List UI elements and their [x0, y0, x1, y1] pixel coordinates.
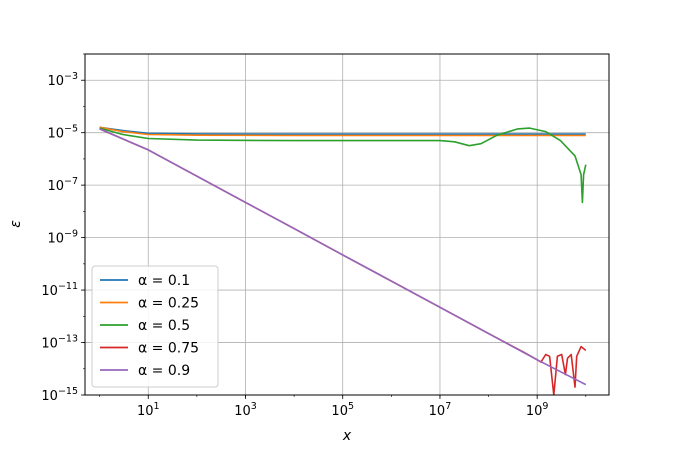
- legend-label: α = 0.5: [138, 318, 190, 334]
- x-axis-ticks: 101 103 105 107 109: [99, 395, 587, 419]
- x-axis-label: x: [342, 428, 352, 444]
- tick-base: 10: [41, 284, 58, 299]
- legend-box: [91, 265, 219, 388]
- tick-base: 10: [47, 74, 64, 89]
- legend-label: α = 0.9: [138, 363, 190, 379]
- tick-exponent: −11: [58, 281, 78, 292]
- y-axis-label: ε: [8, 220, 24, 228]
- tick-base: 10: [47, 179, 64, 194]
- tick-exponent: 5: [348, 401, 354, 412]
- tick-exponent: −5: [64, 124, 78, 135]
- x-tick-label: 101: [137, 401, 160, 419]
- x-tick-label: 103: [234, 401, 257, 419]
- tick-base: 10: [41, 337, 58, 352]
- y-tick-label: 10−9: [47, 229, 78, 247]
- tick-base: 10: [137, 404, 154, 419]
- y-tick-label: 10−15: [41, 386, 78, 404]
- tick-base: 10: [47, 127, 64, 142]
- tick-exponent: 3: [251, 401, 257, 412]
- tick-exponent: −3: [64, 71, 78, 82]
- x-tick-label: 105: [331, 401, 354, 419]
- x-tick-label: 109: [526, 401, 549, 419]
- tick-exponent: −13: [58, 334, 78, 345]
- tick-base: 10: [47, 232, 64, 247]
- legend-label: α = 0.1: [138, 273, 190, 289]
- tick-base: 10: [234, 404, 251, 419]
- x-tick-label: 107: [429, 401, 452, 419]
- tick-exponent: −9: [64, 229, 78, 240]
- series-line-2: [99, 126, 586, 137]
- series-lines: [99, 126, 587, 395]
- y-tick-label: 10−7: [47, 176, 78, 194]
- series-line-1: [99, 126, 586, 135]
- series-line-5: [99, 128, 587, 386]
- y-tick-label: 10−13: [41, 334, 78, 352]
- legend: α = 0.1 α = 0.25 α = 0.5 α = 0.75 α = 0.9: [91, 265, 219, 388]
- tick-exponent: 7: [445, 401, 451, 412]
- legend-label: α = 0.75: [138, 341, 199, 357]
- tick-exponent: −15: [58, 386, 78, 397]
- series-line-3: [99, 127, 587, 204]
- tick-base: 10: [331, 404, 348, 419]
- y-tick-label: 10−5: [47, 124, 78, 142]
- y-tick-label: 10−11: [41, 281, 78, 299]
- tick-exponent: 9: [542, 401, 548, 412]
- legend-label: α = 0.25: [138, 296, 199, 312]
- plot-frame: [84, 53, 610, 396]
- y-tick-label: 10−3: [47, 71, 78, 89]
- tick-exponent: 1: [154, 401, 160, 412]
- tick-exponent: −7: [64, 176, 78, 187]
- tick-base: 10: [41, 389, 58, 404]
- tick-base: 10: [526, 404, 543, 419]
- tick-base: 10: [429, 404, 446, 419]
